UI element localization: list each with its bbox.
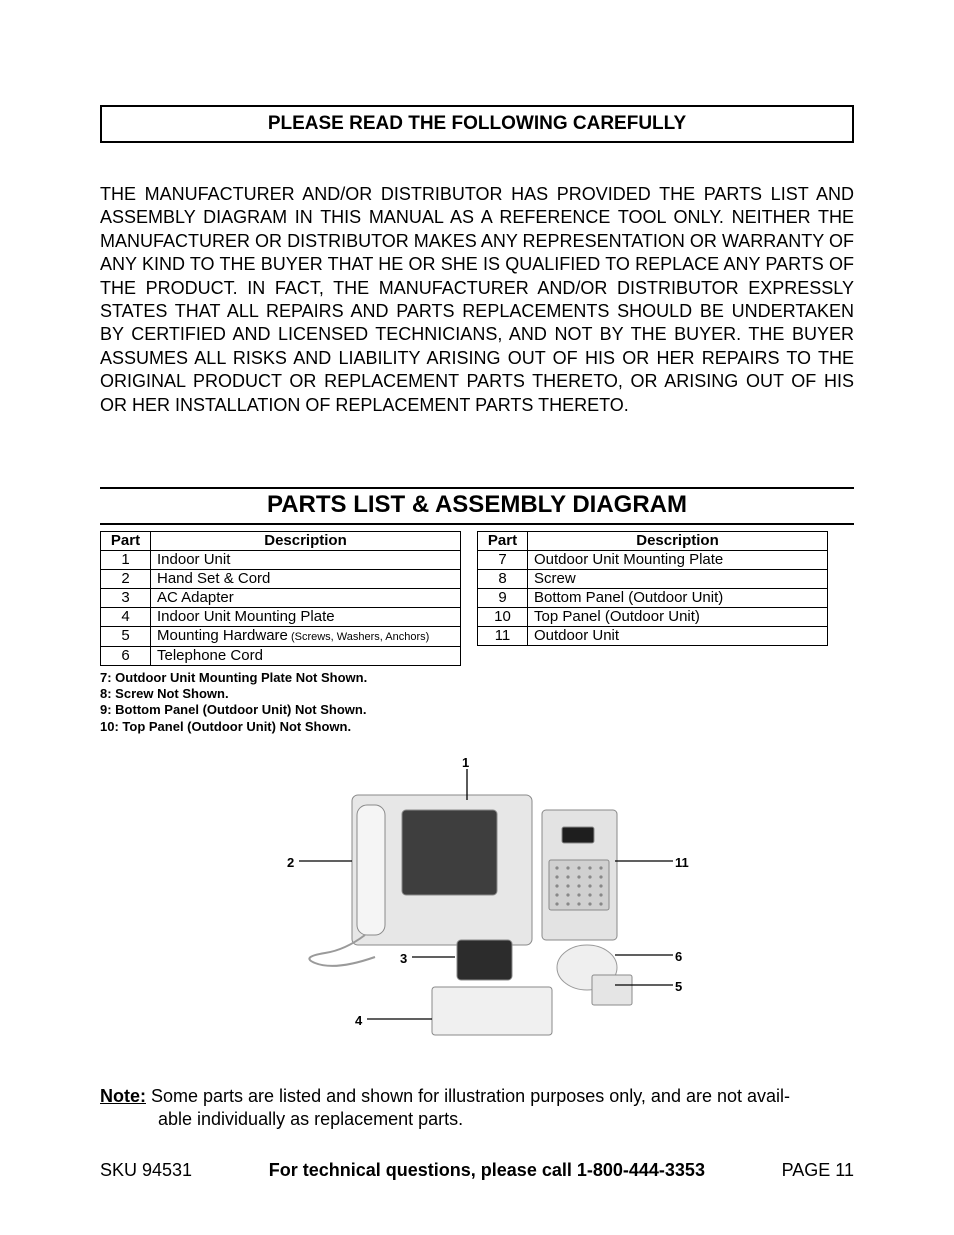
th-part: Part <box>101 531 151 550</box>
cell-description: AC Adapter <box>151 588 461 607</box>
cell-part-number: 10 <box>478 607 528 626</box>
th-description: Description <box>151 531 461 550</box>
diagram-callout-6: 6 <box>675 949 682 964</box>
note-block: Note: Some parts are listed and shown fo… <box>100 1085 854 1132</box>
table-row: 6Telephone Cord <box>101 646 461 665</box>
cell-part-number: 5 <box>101 626 151 646</box>
cell-description: Outdoor Unit <box>528 626 828 645</box>
manual-page: PLEASE READ THE FOLLOWING CAREFULLY THE … <box>0 0 954 1235</box>
cell-part-number: 1 <box>101 550 151 569</box>
cell-description: Bottom Panel (Outdoor Unit) <box>528 588 828 607</box>
footer-sku: SKU 94531 <box>100 1160 192 1181</box>
not-shown-item: 7: Outdoor Unit Mounting Plate Not Shown… <box>100 670 854 686</box>
diagram-svg <box>197 755 757 1055</box>
table-row: 5Mounting Hardware (Screws, Washers, Anc… <box>101 626 461 646</box>
not-shown-item: 10: Top Panel (Outdoor Unit) Not Shown. <box>100 719 854 735</box>
cell-description: Indoor Unit Mounting Plate <box>151 607 461 626</box>
cell-part-number: 4 <box>101 607 151 626</box>
parts-table-left: Part Description 1Indoor Unit2Hand Set &… <box>100 531 461 666</box>
section-title-parts-list: PARTS LIST & ASSEMBLY DIAGRAM <box>100 487 854 525</box>
cell-description: Indoor Unit <box>151 550 461 569</box>
cell-part-number: 3 <box>101 588 151 607</box>
diagram-callout-4: 4 <box>355 1013 362 1028</box>
note-label: Note: <box>100 1086 146 1106</box>
th-description: Description <box>528 531 828 550</box>
table-row: 3AC Adapter <box>101 588 461 607</box>
cell-description: Hand Set & Cord <box>151 569 461 588</box>
cell-description: Screw <box>528 569 828 588</box>
assembly-diagram: 1 2 3 4 5 6 11 <box>197 755 757 1055</box>
diagram-callout-5: 5 <box>675 979 682 994</box>
header-warning-box: PLEASE READ THE FOLLOWING CAREFULLY <box>100 105 854 143</box>
footer-tech-support: For technical questions, please call 1-8… <box>269 1160 705 1181</box>
cell-description: Outdoor Unit Mounting Plate <box>528 550 828 569</box>
table-row: 7Outdoor Unit Mounting Plate <box>478 550 828 569</box>
cell-description: Telephone Cord <box>151 646 461 665</box>
table-row: 2Hand Set & Cord <box>101 569 461 588</box>
cell-part-number: 11 <box>478 626 528 645</box>
parts-tables-row: Part Description 1Indoor Unit2Hand Set &… <box>100 531 854 666</box>
table-row: 4Indoor Unit Mounting Plate <box>101 607 461 626</box>
table-row: 8Screw <box>478 569 828 588</box>
table-row: 1Indoor Unit <box>101 550 461 569</box>
disclaimer-paragraph: THE MANUFACTURER AND/OR DISTRIBUTOR HAS … <box>100 183 854 417</box>
cell-part-number: 2 <box>101 569 151 588</box>
note-text-line1: Some parts are listed and shown for illu… <box>146 1086 790 1106</box>
table-row: 10Top Panel (Outdoor Unit) <box>478 607 828 626</box>
cell-part-number: 7 <box>478 550 528 569</box>
not-shown-item: 8: Screw Not Shown. <box>100 686 854 702</box>
diagram-callout-11: 11 <box>675 855 689 870</box>
cell-part-number: 8 <box>478 569 528 588</box>
diagram-callout-1: 1 <box>462 755 469 770</box>
footer-page-number: PAGE 11 <box>782 1160 854 1181</box>
th-part: Part <box>478 531 528 550</box>
parts-table-right: Part Description 7Outdoor Unit Mounting … <box>477 531 828 646</box>
diagram-callout-2: 2 <box>287 855 294 870</box>
cell-part-number: 6 <box>101 646 151 665</box>
table-row: 9Bottom Panel (Outdoor Unit) <box>478 588 828 607</box>
not-shown-item: 9: Bottom Panel (Outdoor Unit) Not Shown… <box>100 702 854 718</box>
not-shown-list: 7: Outdoor Unit Mounting Plate Not Shown… <box>100 670 854 735</box>
cell-description: Top Panel (Outdoor Unit) <box>528 607 828 626</box>
table-row: 11Outdoor Unit <box>478 626 828 645</box>
cell-part-number: 9 <box>478 588 528 607</box>
cell-description: Mounting Hardware (Screws, Washers, Anch… <box>151 626 461 646</box>
page-footer: SKU 94531 For technical questions, pleas… <box>100 1160 854 1181</box>
note-text-line2: able individually as replacement parts. <box>100 1108 854 1131</box>
diagram-callout-3: 3 <box>400 951 407 966</box>
